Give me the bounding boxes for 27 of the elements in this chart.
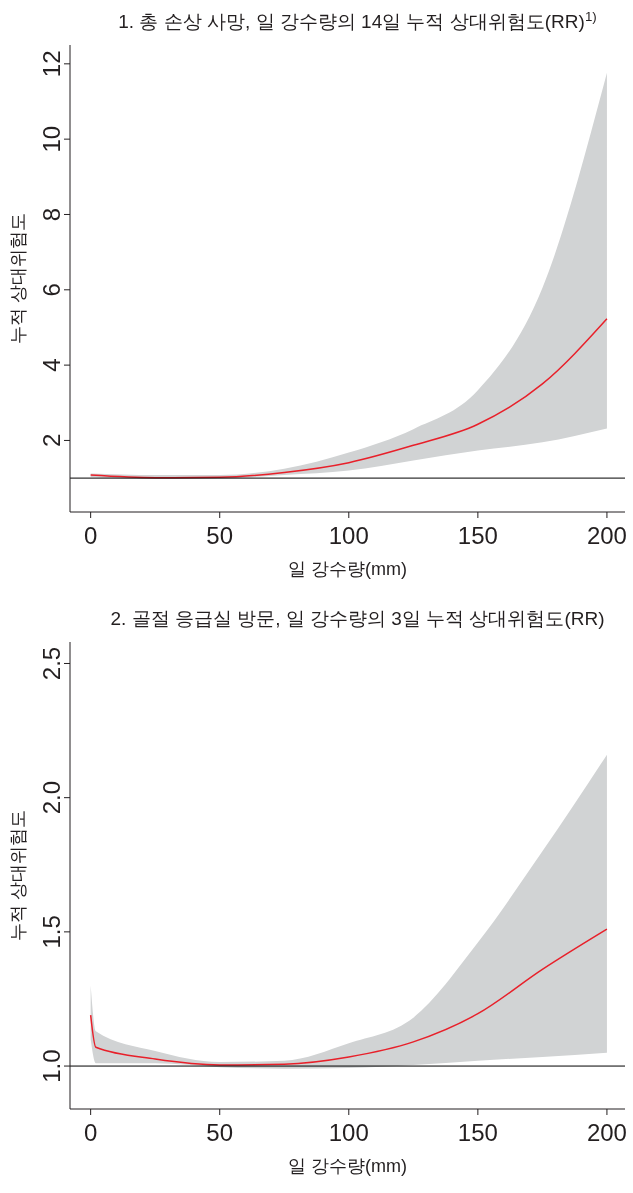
x-tick-label: 0 — [83, 1119, 98, 1146]
chart-title: 2. 골절 응급실 방문, 일 강수량의 3일 누적 상대위험도(RR) — [110, 608, 605, 629]
y-tick-label: 1.0 — [38, 1049, 65, 1083]
y-tick-label: 12 — [38, 50, 65, 78]
y-tick-label: 2 — [38, 433, 65, 448]
x-tick-label: 50 — [206, 522, 234, 549]
x-tick-label: 150 — [457, 1119, 498, 1146]
y-tick-label: 2.0 — [38, 780, 65, 815]
x-tick-label: 150 — [457, 522, 498, 549]
y-tick-label: 6 — [38, 283, 65, 297]
y-tick-label: 4 — [38, 358, 65, 372]
x-axis-title: 일 강수량(mm) — [288, 559, 407, 579]
y-axis-title: 누적 상대위험도 — [8, 212, 28, 345]
x-tick-label: 0 — [83, 522, 98, 549]
y-tick-label: 2.5 — [38, 646, 65, 681]
x-tick-label: 50 — [206, 1119, 234, 1146]
line-series — [89, 928, 608, 1066]
x-tick-label: 200 — [586, 1119, 627, 1146]
x-axis-title: 일 강수량(mm) — [288, 1156, 407, 1176]
x-tick-label: 200 — [586, 522, 627, 549]
y-axis-title: 누적 상대위험도 — [8, 809, 28, 942]
chart-title: 1. 총 손상 사망, 일 강수량의 14일 누적 상대위험도(RR)$^{1)}$ — [118, 8, 597, 32]
x-tick-label: 100 — [328, 1119, 369, 1146]
y-tick-label: 8 — [38, 207, 65, 222]
y-tick-label: 1.5 — [38, 915, 65, 949]
x-tick-label: 100 — [328, 522, 369, 549]
y-tick-label: 10 — [38, 125, 65, 153]
